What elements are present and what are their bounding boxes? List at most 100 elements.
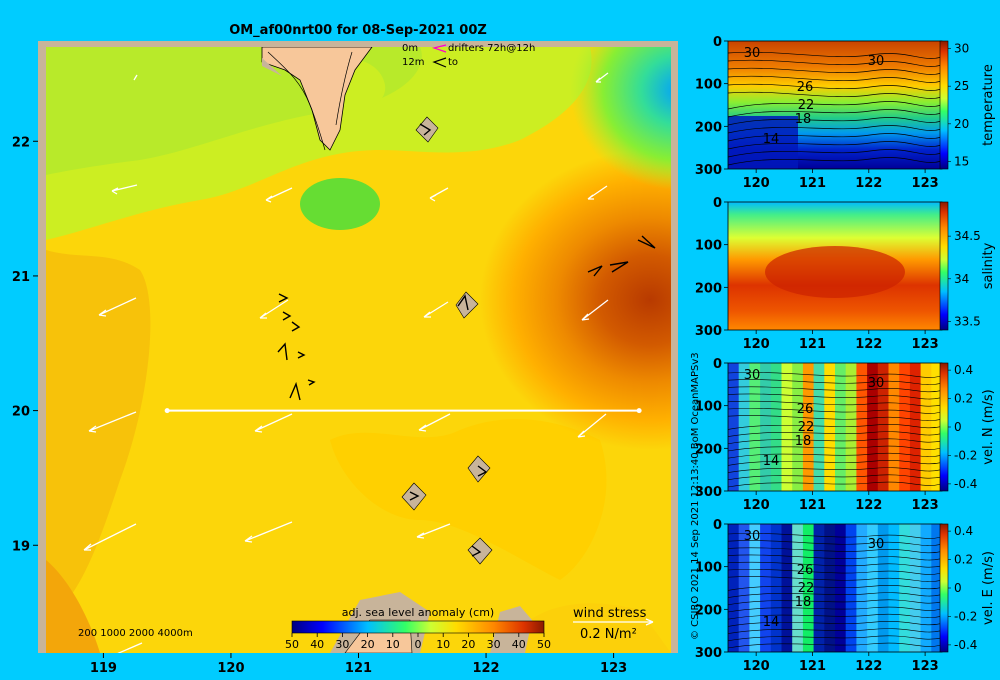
- map-y-ticks: 19 20 21 22: [12, 135, 38, 554]
- panel-colorbar-label: -0.4: [954, 638, 977, 652]
- panel-x-tick-label: 122: [855, 176, 882, 191]
- panel-y-tick-label: 100: [695, 561, 722, 576]
- wind-arrows: [83, 72, 609, 653]
- legend-0m: 0m: [402, 43, 418, 54]
- legend-12m: 12m: [402, 57, 424, 68]
- isotherm: [727, 379, 943, 385]
- isotherm: [727, 585, 943, 591]
- panel-colorbar-label: 20: [954, 117, 969, 131]
- panel-colorbar-label: -0.2: [954, 609, 977, 623]
- panel-colorbar-label: 0: [954, 581, 962, 595]
- velocity-column: [760, 363, 772, 491]
- colorbar-tick-label: 30: [487, 638, 501, 651]
- contour-label: 30: [744, 46, 761, 61]
- velocity-column: [899, 363, 911, 491]
- bathymetry-contours: [267, 51, 353, 151]
- contour-label: 30: [744, 529, 761, 544]
- salinity-max: [765, 246, 905, 298]
- panel-x-tick-label: 121: [799, 176, 826, 191]
- contour-label: 30: [868, 376, 885, 391]
- panel-colorbar-label: 0.2: [954, 392, 973, 406]
- panel-y-tick-label: 0: [713, 357, 722, 372]
- cool-patch: [300, 178, 380, 230]
- panel-x-tick-label: 122: [855, 659, 882, 674]
- panel-variable-label: temperature: [981, 64, 996, 146]
- isotherm: [727, 481, 943, 488]
- section-line: [164, 408, 642, 414]
- velocity-column: [749, 363, 761, 491]
- velocity-column: [770, 363, 783, 491]
- map-x-tick-label: 119: [90, 661, 117, 676]
- isotherm: [727, 474, 943, 481]
- velocity-column: [835, 524, 847, 652]
- velocity-column: [856, 363, 868, 491]
- isotherm: [727, 460, 943, 466]
- velocity-column: [845, 363, 857, 491]
- panel-colorbar: [939, 40, 949, 170]
- isotherm: [727, 438, 943, 445]
- isotherm: [727, 51, 943, 59]
- isotherm: [727, 67, 943, 75]
- velocity-column: [813, 363, 825, 491]
- isotherm: [727, 599, 943, 606]
- panel-x-tick-label: 123: [912, 176, 939, 191]
- cool-eddy-ne: [570, 47, 671, 190]
- velocity-column: [792, 524, 804, 652]
- velocity-column: [877, 363, 890, 491]
- contour-label: 14: [763, 132, 780, 147]
- contour-label: 18: [795, 112, 812, 127]
- velocity-column: [909, 363, 922, 491]
- map-x-tick-label: 121: [345, 661, 372, 676]
- panel-x-tick-label: 122: [855, 498, 882, 513]
- panel-y-tick-label: 300: [695, 485, 722, 500]
- panel-y-tick-label: 0: [713, 35, 722, 50]
- isotherm: [727, 75, 943, 83]
- colorbar-bar: [291, 620, 545, 634]
- isotherm: [727, 569, 943, 575]
- isotherm: [727, 452, 943, 459]
- panel-y-tick-label: 200: [695, 281, 722, 296]
- panel-colorbar-label: 33.5: [954, 314, 981, 328]
- velocity-column: [835, 363, 847, 491]
- panel-colorbar: [939, 362, 949, 492]
- velocity-column: [781, 524, 793, 652]
- panel-y-tick-label: 300: [695, 163, 722, 178]
- contour-label: 30: [868, 54, 885, 69]
- sea-level-field: [46, 47, 671, 653]
- isotherm: [727, 431, 943, 437]
- panel-colorbar-label: 15: [954, 154, 969, 168]
- legend-to: to: [448, 57, 458, 68]
- velocity-column: [728, 363, 740, 491]
- map-title: OM_af00nrt00 for 08-Sep-2021 00Z: [229, 23, 487, 38]
- map-x-tick-label: 122: [472, 661, 499, 676]
- isotherm: [727, 576, 943, 582]
- bathymetry-legend: 200 1000 2000 4000m: [78, 628, 193, 639]
- velocity-column: [888, 363, 900, 491]
- contour-label: 26: [797, 402, 814, 417]
- velocity-column: [867, 363, 879, 491]
- drifters: [277, 123, 656, 557]
- isotherm: [727, 117, 943, 126]
- panel-colorbar-label: 0.4: [954, 524, 973, 538]
- map-y-tick-label: 22: [12, 135, 30, 150]
- panel-colorbar-label: 0: [954, 420, 962, 434]
- panel-x-tick-label: 120: [743, 337, 770, 352]
- panel-colorbar-label: 30: [954, 42, 969, 56]
- isotherm: [727, 133, 943, 142]
- panel-y-tick-label: 300: [695, 324, 722, 339]
- isotherm: [727, 628, 943, 634]
- isotherm: [727, 157, 943, 166]
- contour-label: 30: [744, 368, 761, 383]
- panel-colorbar-label: -0.4: [954, 477, 977, 491]
- isotherm: [727, 592, 943, 598]
- velocity-column: [931, 363, 943, 491]
- velocity-column: [824, 524, 836, 652]
- isotherm: [727, 393, 943, 400]
- colorbar-tick-label: 50: [285, 638, 299, 651]
- islet-4: [401, 482, 427, 511]
- contour-label: 22: [798, 98, 815, 113]
- map-y-tick-label: 21: [12, 270, 30, 285]
- isotherm: [727, 101, 943, 110]
